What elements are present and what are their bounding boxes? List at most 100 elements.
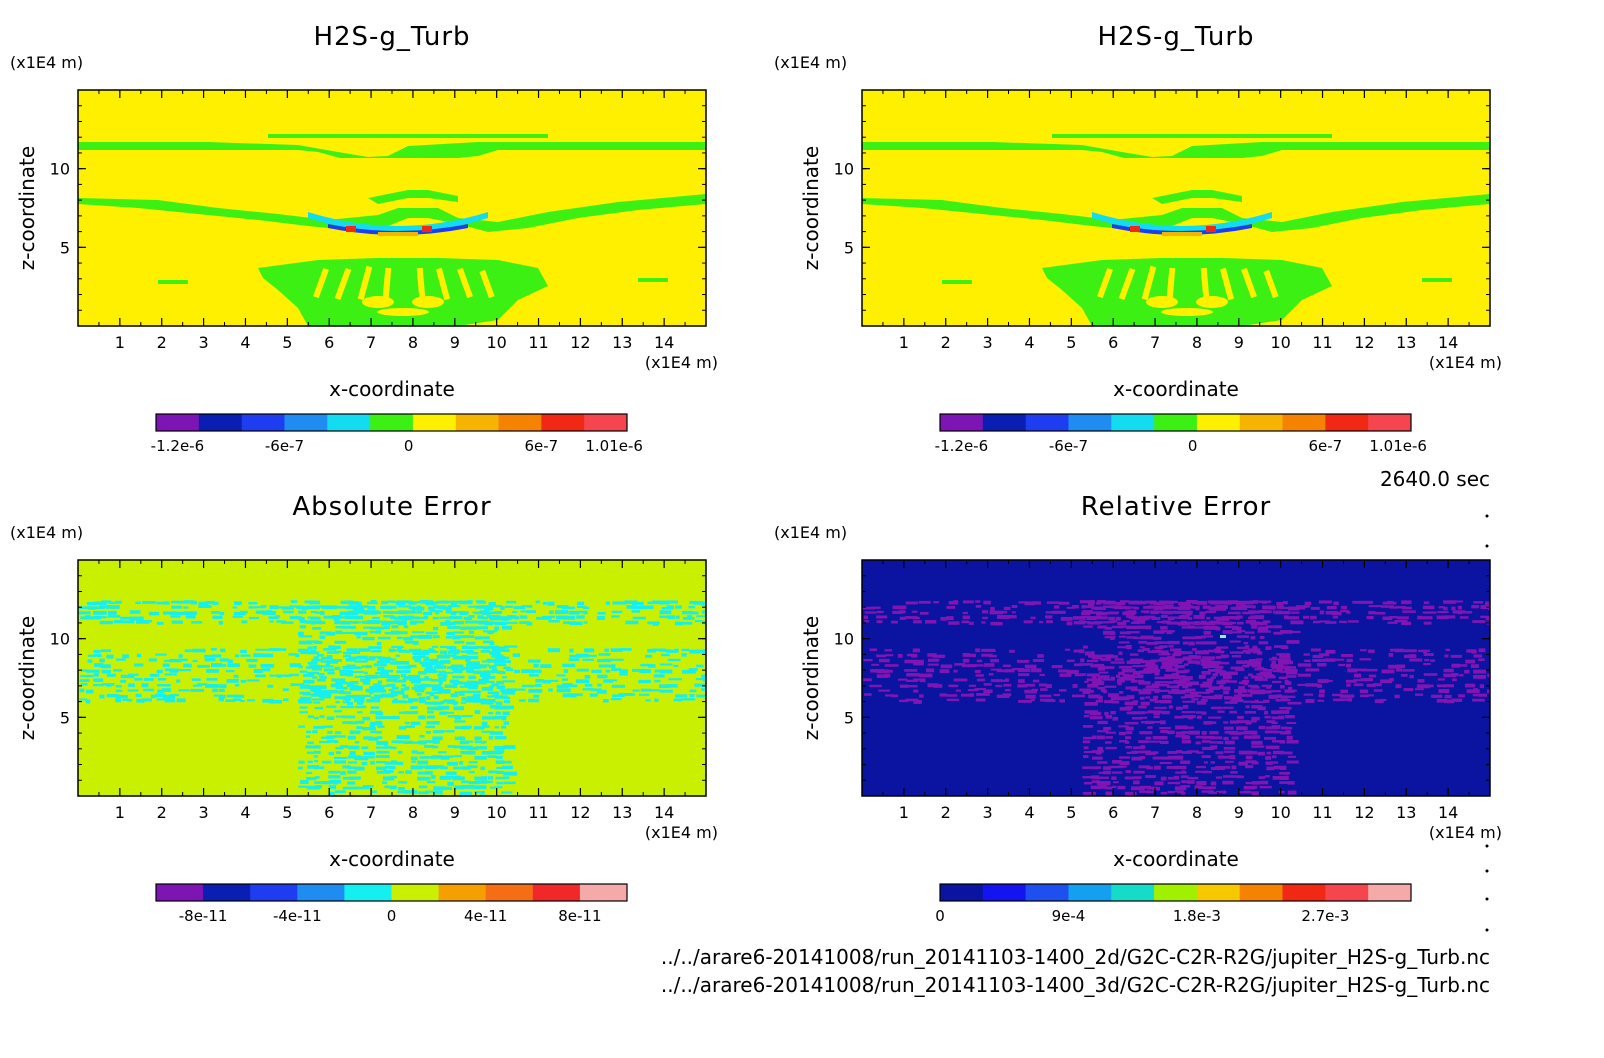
y-tick-label: 10 [834,160,854,179]
error-blob [178,658,188,662]
error-blob [436,679,446,682]
error-blob [298,635,313,638]
error-blob [368,736,379,741]
error-blob [1199,615,1205,620]
error-blob [1110,631,1116,636]
error-blob [1090,785,1101,790]
error-blob [640,663,653,667]
x-tick-label: 8 [1192,333,1202,352]
error-blob [326,660,339,664]
error-blob [1215,765,1225,769]
error-blob [86,601,98,606]
error-blob [1167,656,1176,660]
error-blob [349,730,361,735]
error-blob [1147,670,1158,673]
error-blob [1004,678,1010,682]
error-blob [954,663,966,666]
error-blob [1084,651,1091,656]
error-blob [1131,711,1145,715]
colorbar-swatch [156,884,204,901]
error-blob [80,674,94,678]
error-blob [1119,761,1130,765]
error-blob [927,683,939,687]
error-blob [327,671,335,675]
error-blob [946,698,960,701]
error-blob [1215,605,1228,609]
error-blob [1215,601,1230,605]
error-blob [1231,631,1242,634]
error-blob [363,736,373,740]
error-blob [481,686,494,691]
error-blob [93,606,105,609]
error-blob [1082,776,1097,779]
error-blob [351,649,358,652]
error-blob [1259,671,1272,676]
error-blob [1437,684,1447,688]
error-blob [1205,689,1214,693]
error-blob [411,686,426,690]
error-blob [438,680,443,685]
error-blob [667,658,681,662]
error-blob [466,696,480,700]
error-blob [289,673,299,677]
error-blob [1096,735,1105,740]
error-blob [300,650,310,655]
error-blob [1231,696,1242,701]
error-blob [356,711,363,714]
error-blob [975,674,984,677]
error-blob [474,776,485,780]
error-blob [1487,673,1490,677]
error-blob [1139,621,1145,624]
error-blob [598,653,611,656]
error-blob [1409,674,1414,679]
error-blob [233,611,246,616]
error-blob [1236,630,1246,633]
x-tick-label: 3 [983,333,993,352]
error-blob [1264,730,1278,734]
error-blob [1103,630,1115,635]
error-blob [1182,700,1196,703]
error-blob [1160,666,1173,669]
error-blob [913,699,922,704]
error-blob [1131,686,1138,691]
error-blob [1182,651,1193,655]
colorbar-swatch [1368,414,1412,431]
error-blob [80,669,89,672]
error-blob [267,684,274,688]
error-blob [1118,725,1129,728]
error-blob [412,631,425,634]
error-blob [326,716,335,721]
error-blob [1175,731,1186,735]
error-blob [446,631,455,636]
x-tick-label: 9 [1234,803,1244,822]
error-blob [1317,679,1329,683]
error-blob [347,651,361,654]
error-blob [314,706,324,710]
error-blob [1081,611,1091,616]
error-blob [1223,746,1236,750]
error-blob [1353,683,1364,687]
error-blob [452,776,465,781]
error-blob [325,663,330,667]
error-blob [540,664,552,668]
error-blob [1258,776,1266,779]
error-blob [1146,790,1154,794]
error-blob [1138,705,1147,709]
error-blob [342,721,353,724]
error-blob [864,620,870,623]
error-blob [475,605,488,609]
error-blob [321,725,334,728]
error-blob [474,756,487,760]
error-blob [143,688,154,692]
x-axis-label: x-coordinate [1113,377,1239,401]
error-blob [687,615,692,618]
error-blob [946,605,956,609]
x-tick-label: 6 [1108,333,1118,352]
error-blob [501,725,507,729]
error-blob [1305,683,1318,687]
error-blob [1276,605,1284,609]
error-blob [276,606,285,609]
error-blob [1171,673,1179,676]
error-blob [260,605,267,608]
error-blob [418,740,427,745]
